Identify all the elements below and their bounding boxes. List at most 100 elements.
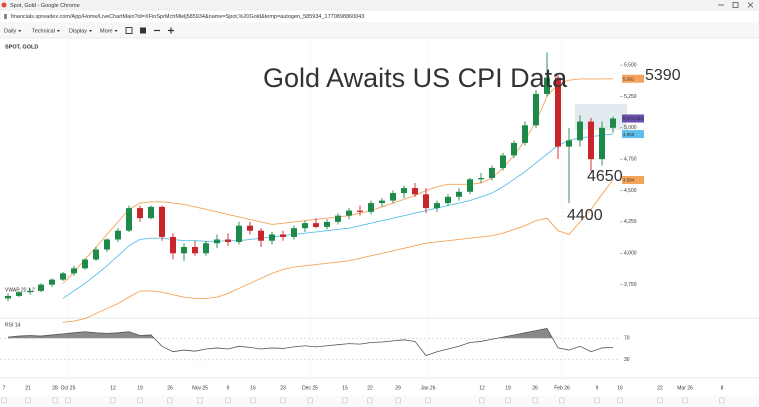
candle-body — [313, 223, 319, 227]
price-tag — [622, 114, 644, 123]
calendar-icon — [1, 397, 7, 404]
x-tick-label: 9 — [227, 385, 230, 391]
consolidation-box — [575, 104, 627, 130]
candle-body — [577, 121, 583, 141]
x-tick-label: 26 — [167, 385, 173, 391]
toolbar-menu[interactable]: Technical — [32, 28, 55, 34]
x-tick-label: Oct 25 — [61, 385, 76, 391]
toolbar-menu[interactable]: Display — [69, 28, 87, 34]
calendar-icon — [167, 397, 173, 404]
calendar-icon — [395, 397, 401, 404]
x-tick-label: 28 — [52, 385, 58, 391]
camera-icon[interactable] — [125, 27, 133, 34]
y-tick-label: 4,500 — [624, 188, 637, 194]
y-tick-label: 3,750 — [624, 282, 637, 288]
x-tick-label: 29 — [395, 385, 401, 391]
candle-body — [390, 193, 396, 201]
site-icon — [4, 14, 7, 19]
zoom-in-icon[interactable] — [168, 27, 174, 34]
candle-body — [82, 259, 88, 269]
x-tick-label: 9 — [596, 385, 599, 391]
calendar-icon — [532, 397, 538, 404]
candle-body — [93, 249, 99, 260]
candle-body — [269, 234, 275, 241]
x-tick-label: 12 — [110, 385, 116, 391]
candle-body — [27, 290, 33, 293]
calendar-icon — [280, 397, 286, 404]
x-tick-label: 16 — [617, 385, 623, 391]
candle-body — [610, 118, 616, 128]
x-tick-label: Nov 25 — [192, 385, 208, 391]
candle-body — [38, 284, 44, 291]
price-tag-label: 5,074.340 — [623, 116, 644, 121]
toolbar-menu[interactable]: Daily — [4, 28, 16, 34]
calendar-icon — [110, 397, 116, 404]
candle-body — [434, 203, 440, 209]
candle-body — [324, 221, 330, 227]
candle-body — [148, 206, 154, 219]
save-icon[interactable] — [140, 27, 146, 34]
x-tick-label: 21 — [25, 385, 31, 391]
candle-body — [588, 121, 594, 160]
candle-body — [478, 178, 484, 180]
date-strip — [0, 396, 759, 407]
calendar-icon — [137, 397, 143, 404]
x-tick-label: Mar 26 — [677, 385, 693, 391]
dropdown-arrow — [56, 30, 60, 32]
close-button[interactable] — [747, 2, 754, 8]
rsi-line — [7, 328, 614, 356]
candle-body — [445, 196, 451, 204]
maximize-button[interactable] — [732, 2, 739, 8]
x-tick-label: 8 — [721, 385, 724, 391]
toolbar-icons — [125, 27, 174, 34]
price-annotation: 4650 — [587, 168, 623, 185]
candle-body — [456, 191, 462, 197]
candle-body — [16, 292, 22, 296]
instrument-label: SPOT, GOLD — [5, 44, 38, 50]
candle-body — [379, 200, 385, 204]
price-tag — [622, 130, 644, 139]
candle-body — [412, 188, 418, 195]
calendar-icon — [425, 397, 431, 404]
calendar-icon — [505, 397, 511, 404]
candle-body — [335, 215, 341, 222]
x-tick-label: 22 — [367, 385, 373, 391]
x-tick-label: 15 — [342, 385, 348, 391]
date-strip-bg — [0, 396, 759, 407]
calendar-icon — [559, 397, 565, 404]
calendar-icon — [367, 397, 373, 404]
toolbar-menu[interactable]: More — [100, 28, 113, 34]
candle-body — [49, 279, 55, 285]
candle-body — [181, 247, 187, 254]
calendar-icon — [250, 397, 256, 404]
candle-body — [599, 127, 605, 160]
calendar-icon — [65, 397, 71, 404]
x-tick-label: 7 — [3, 385, 6, 391]
x-tick-label: 12 — [479, 385, 485, 391]
calendar-icon — [617, 397, 623, 404]
candle-body — [137, 208, 143, 219]
candle-body — [115, 230, 121, 240]
candle-body — [511, 142, 517, 156]
candle-body — [192, 247, 198, 254]
price-tag — [622, 74, 644, 83]
candle-body — [500, 155, 506, 168]
candle-body — [60, 273, 66, 280]
price-tag-label: 4,584 — [623, 178, 635, 183]
candle-body — [467, 179, 473, 192]
candle-body — [214, 239, 220, 244]
dropdown-arrow — [18, 30, 22, 32]
calendar-icon — [342, 397, 348, 404]
candle-body — [533, 93, 539, 126]
candle-body — [346, 210, 352, 216]
candle-body — [566, 140, 572, 147]
dropdown-arrow — [89, 30, 93, 32]
candle-body — [280, 234, 286, 237]
candle-body — [236, 225, 242, 242]
url[interactable]: financials.spreadex.com/App/Home/LiveCha… — [11, 14, 364, 20]
calendar-icon — [682, 397, 688, 404]
x-tick-label: 16 — [250, 385, 256, 391]
calendar-icon — [657, 397, 663, 404]
candle-body — [203, 243, 209, 254]
band-line — [62, 179, 614, 323]
